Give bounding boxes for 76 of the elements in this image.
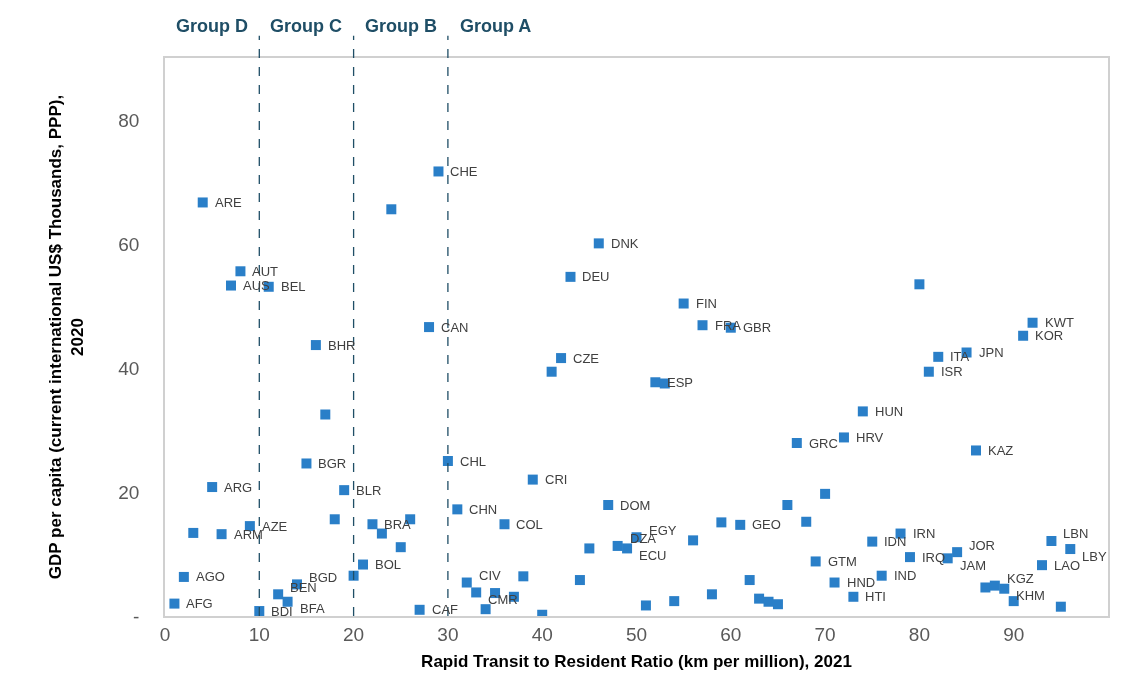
annotation: CAF	[432, 602, 459, 617]
annotation: ITA	[950, 349, 970, 364]
annotation: FRA	[715, 318, 742, 333]
annotation: DNK	[611, 236, 639, 251]
annotation: BDI	[271, 604, 293, 619]
annotation: AFG	[186, 596, 213, 611]
text: Group C	[270, 16, 342, 36]
y-axis-title: GDP per capita (current international US$ Thousands, PPP), 2020	[46, 94, 88, 580]
annotation: IND	[894, 568, 917, 583]
annotation: BGR	[318, 456, 347, 471]
text: Group B	[365, 16, 437, 36]
x-axis-title: Rapid Transit to Resident Ratio (km per million), 2021	[421, 652, 852, 672]
annotation: CZE	[573, 351, 600, 366]
annotation: COL	[516, 517, 543, 532]
annotation: JAM	[960, 558, 986, 573]
annotation: JPN	[979, 345, 1004, 360]
annotation: KWT	[1045, 315, 1074, 330]
annotation: CHN	[469, 502, 498, 517]
annotation: BOL	[375, 557, 402, 572]
y-tick-label: 80	[118, 109, 140, 131]
x-tick-label: 70	[814, 623, 836, 645]
annotation: JOR	[969, 538, 995, 553]
x-tick-label: 0	[159, 623, 171, 645]
annotation: CAN	[441, 320, 469, 335]
annotation: ECU	[639, 548, 667, 563]
annotation: AUT	[252, 264, 279, 279]
annotation: GTM	[828, 554, 857, 569]
annotation: HND	[847, 575, 876, 590]
y-tick-label: 20	[118, 481, 140, 503]
annotation: LAO	[1054, 558, 1081, 573]
annotation: CHL	[460, 454, 487, 469]
annotation: FIN	[696, 296, 717, 311]
text: Group D	[176, 16, 248, 36]
annotation: IRN	[913, 526, 936, 541]
x-tick-label: 60	[720, 623, 742, 645]
annotation: KHM	[1016, 588, 1045, 603]
x-tick-label: 90	[1003, 623, 1025, 645]
annotation: HTI	[865, 589, 886, 604]
y-tick-label: 60	[118, 233, 140, 255]
annotation: KGZ	[1007, 571, 1034, 586]
annotation: BRA	[384, 517, 412, 532]
annotation: GEO	[752, 517, 781, 532]
annotation: HUN	[875, 404, 904, 419]
annotation: BFA	[300, 601, 325, 616]
annotation: CRI	[545, 472, 568, 487]
annotation: BGD	[309, 570, 338, 585]
annotation: AZE	[262, 519, 288, 534]
x-tick-label: 30	[437, 623, 459, 645]
annotation: BHR	[328, 338, 356, 353]
annotation: CHE	[450, 164, 478, 179]
annotation: ARG	[224, 480, 253, 495]
x-tick-label: 10	[248, 623, 270, 645]
annotation: CIV	[479, 568, 501, 583]
annotation: KAZ	[988, 443, 1014, 458]
text: Group A	[460, 16, 532, 36]
annotation: ISR	[941, 364, 963, 379]
annotation: AGO	[196, 569, 225, 584]
annotation: GBR	[743, 320, 772, 335]
x-tick-label: 40	[531, 623, 553, 645]
x-tick-label: 50	[625, 623, 648, 645]
annotation: BEL	[281, 279, 306, 294]
x-tick-label: 80	[908, 623, 930, 645]
annotation: LBY	[1082, 549, 1107, 564]
y-tick-label: 40	[118, 357, 140, 379]
annotation: HRV	[856, 430, 884, 445]
x-tick-label: 20	[343, 623, 365, 645]
annotation: DOM	[620, 498, 651, 513]
annotation: GRC	[809, 436, 838, 451]
annotation: LBN	[1063, 526, 1089, 541]
annotation: KOR	[1035, 328, 1064, 343]
annotation: DEU	[582, 269, 610, 284]
annotation: BLR	[356, 483, 382, 498]
y-tick-label: -	[133, 605, 140, 627]
annotation: IDN	[884, 534, 907, 549]
annotation: ARM	[234, 527, 263, 542]
annotation: ARE	[215, 195, 243, 210]
